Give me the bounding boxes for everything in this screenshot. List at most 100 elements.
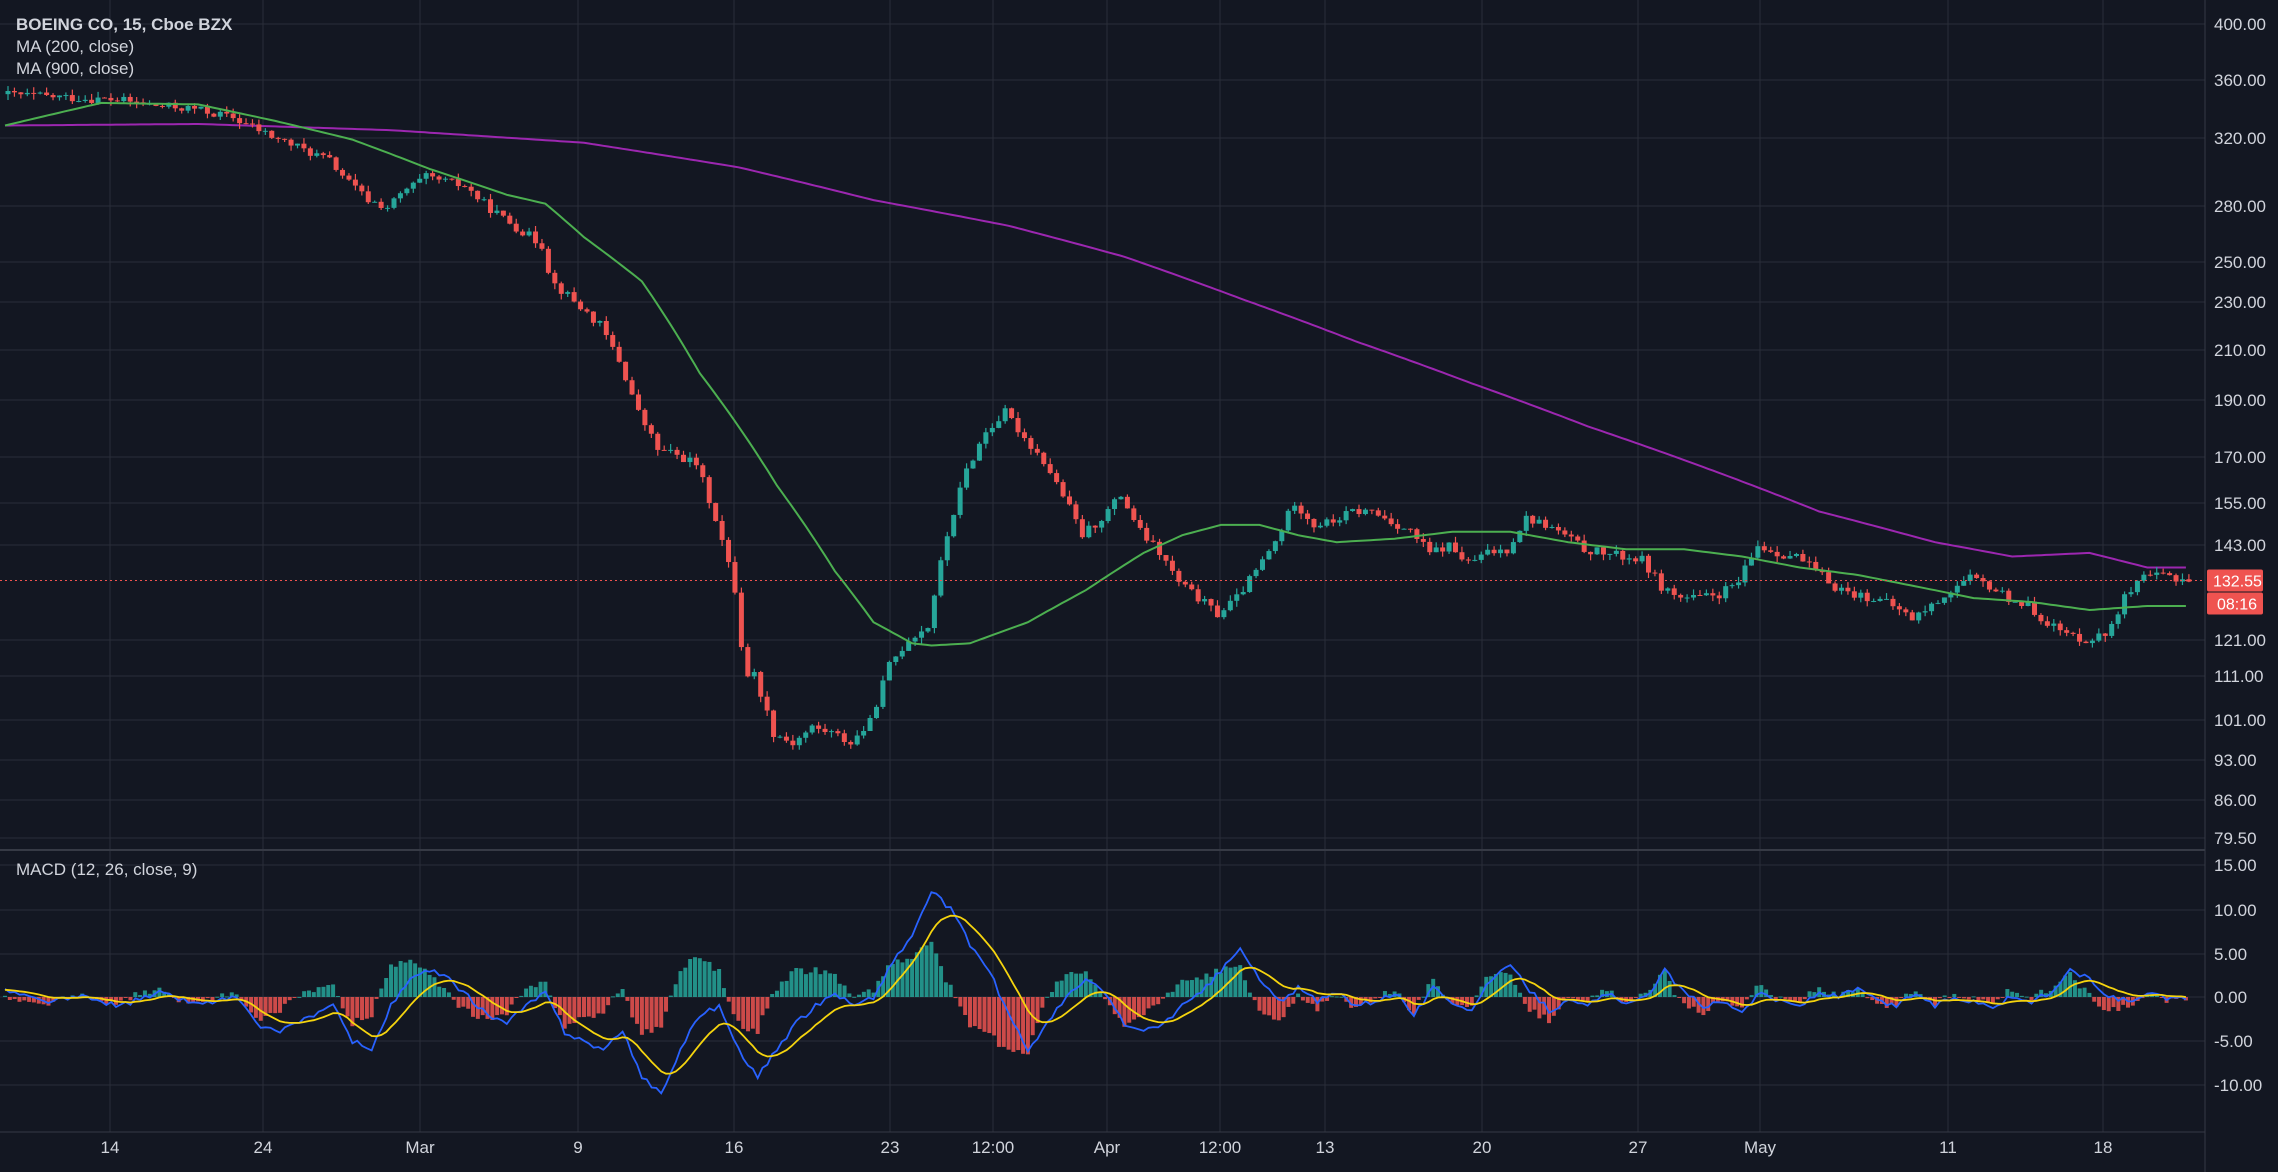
candle-body[interactable]: [1047, 464, 1053, 474]
candle-body[interactable]: [848, 742, 854, 745]
candle-body[interactable]: [1350, 509, 1356, 512]
candle-body[interactable]: [127, 96, 133, 102]
candle-body[interactable]: [655, 433, 661, 450]
indicator-ma200-label[interactable]: MA (200, close): [16, 37, 135, 56]
candle-body[interactable]: [1279, 530, 1285, 542]
candle-body[interactable]: [2070, 632, 2076, 634]
candle-body[interactable]: [635, 394, 641, 410]
candle-body[interactable]: [1543, 519, 1549, 528]
candle-body[interactable]: [2096, 633, 2102, 641]
candle-body[interactable]: [1382, 515, 1388, 519]
candle-body[interactable]: [533, 231, 539, 244]
candle-body[interactable]: [1427, 541, 1433, 553]
candle-body[interactable]: [2089, 640, 2095, 644]
candle-body[interactable]: [1440, 547, 1446, 552]
candle-body[interactable]: [1922, 611, 1928, 613]
candle-body[interactable]: [552, 272, 558, 284]
candle-body[interactable]: [545, 248, 551, 273]
candle-body[interactable]: [2044, 621, 2050, 626]
candle-body[interactable]: [1214, 605, 1220, 618]
candle-body[interactable]: [179, 108, 185, 111]
candle-body[interactable]: [1485, 549, 1491, 555]
candle-body[interactable]: [623, 361, 629, 381]
candle-body[interactable]: [1054, 473, 1060, 483]
candle-body[interactable]: [520, 231, 526, 236]
candle-body[interactable]: [1588, 551, 1594, 555]
candle-body[interactable]: [63, 95, 69, 97]
candle-body[interactable]: [1839, 587, 1844, 591]
candle-body[interactable]: [1343, 511, 1349, 521]
candle-body[interactable]: [1446, 542, 1452, 552]
candle-body[interactable]: [558, 283, 564, 294]
candle-body[interactable]: [738, 592, 744, 648]
candle-body[interactable]: [2057, 623, 2063, 631]
candle-body[interactable]: [1317, 525, 1323, 528]
candle-body[interactable]: [1826, 572, 1832, 584]
candle-body[interactable]: [2128, 592, 2134, 595]
candle-body[interactable]: [449, 178, 455, 180]
candle-body[interactable]: [275, 137, 281, 139]
candle-body[interactable]: [1594, 547, 1600, 555]
candle-body[interactable]: [2141, 574, 2147, 581]
candle-body[interactable]: [2064, 630, 2070, 633]
candle-body[interactable]: [1851, 591, 1857, 598]
candle-body[interactable]: [230, 113, 236, 119]
candle-body[interactable]: [95, 97, 101, 103]
candle-body[interactable]: [2109, 623, 2115, 636]
candle-body[interactable]: [1613, 550, 1619, 554]
candle-body[interactable]: [1877, 598, 1883, 601]
candle-body[interactable]: [1157, 541, 1163, 556]
candle-body[interactable]: [668, 449, 674, 451]
candle-body[interactable]: [327, 155, 333, 158]
candle-body[interactable]: [391, 198, 397, 208]
candle-body[interactable]: [488, 199, 493, 213]
candle-body[interactable]: [1665, 588, 1671, 591]
candle-body[interactable]: [1041, 452, 1047, 465]
candle-body[interactable]: [1253, 569, 1259, 577]
candle-body[interactable]: [2160, 572, 2166, 574]
candle-body[interactable]: [365, 191, 371, 203]
candle-body[interactable]: [1453, 542, 1458, 553]
candle-body[interactable]: [1530, 515, 1536, 524]
candle-body[interactable]: [1189, 584, 1195, 590]
candle-body[interactable]: [642, 409, 648, 426]
candle-body[interactable]: [2051, 623, 2057, 626]
candle-body[interactable]: [2167, 573, 2173, 576]
candle-body[interactable]: [352, 179, 358, 186]
candle-body[interactable]: [1498, 549, 1504, 554]
candle-body[interactable]: [976, 443, 982, 461]
candle-body[interactable]: [1182, 581, 1188, 585]
macd-layer[interactable]: [3, 891, 2188, 1095]
candle-body[interactable]: [192, 105, 198, 109]
candle-body[interactable]: [777, 736, 783, 738]
candle-body[interactable]: [468, 186, 474, 191]
candle-body[interactable]: [2025, 601, 2031, 607]
candle-body[interactable]: [1575, 536, 1581, 541]
candle-body[interactable]: [346, 175, 352, 180]
candle-body[interactable]: [841, 733, 847, 743]
candle-body[interactable]: [610, 335, 616, 347]
candle-body[interactable]: [204, 106, 210, 114]
candle-body[interactable]: [1723, 586, 1729, 599]
candle-body[interactable]: [1999, 590, 2005, 592]
candle-body[interactable]: [1832, 583, 1838, 591]
candle-body[interactable]: [500, 210, 506, 216]
candle-body[interactable]: [475, 190, 481, 200]
candle-body[interactable]: [1703, 593, 1709, 596]
candle-body[interactable]: [790, 740, 796, 746]
candle-body[interactable]: [1034, 448, 1040, 453]
candle-body[interactable]: [1768, 550, 1774, 552]
candle-body[interactable]: [1671, 588, 1677, 595]
candle-body[interactable]: [1124, 496, 1130, 509]
candle-body[interactable]: [224, 111, 230, 114]
candle-body[interactable]: [1864, 592, 1870, 602]
candle-body[interactable]: [2102, 633, 2108, 636]
candle-body[interactable]: [1433, 547, 1439, 553]
candle-body[interactable]: [783, 736, 789, 741]
candle-body[interactable]: [1652, 572, 1658, 574]
candle-body[interactable]: [1755, 546, 1761, 558]
candle-body[interactable]: [944, 536, 950, 561]
candle-body[interactable]: [2122, 594, 2128, 615]
candle-body[interactable]: [1736, 582, 1742, 586]
candle-body[interactable]: [1620, 550, 1626, 560]
